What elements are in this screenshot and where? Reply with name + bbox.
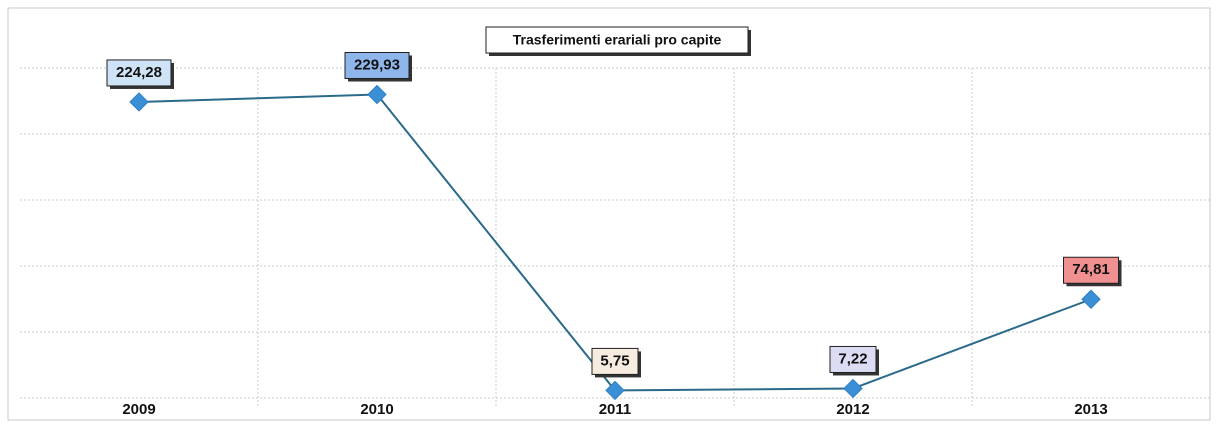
marker — [605, 380, 625, 401]
x-tick-label: 2012 — [836, 401, 869, 418]
data-label: 74,81 — [1072, 261, 1110, 278]
x-tick-label: 2009 — [122, 401, 155, 418]
marker — [843, 378, 863, 399]
data-label: 224,28 — [116, 64, 162, 81]
x-tick-label: 2011 — [599, 401, 632, 418]
label-box — [1063, 256, 1119, 284]
title-box — [485, 26, 749, 54]
x-tick-label: 2013 — [1074, 401, 1107, 418]
marker — [367, 84, 387, 105]
grid — [20, 67, 1210, 408]
data-label: 5,75 — [600, 352, 629, 369]
label-box — [344, 51, 410, 79]
chart-title: Trasferimenti erariali pro capite — [513, 32, 722, 48]
data-label: 229,93 — [354, 56, 400, 73]
marker — [1081, 289, 1101, 309]
label-box — [591, 347, 639, 375]
label-box — [106, 59, 172, 87]
x-tick-label: 2010 — [360, 401, 393, 418]
label-box — [829, 345, 877, 373]
data-label: 7,22 — [838, 350, 867, 367]
marker — [129, 92, 149, 112]
